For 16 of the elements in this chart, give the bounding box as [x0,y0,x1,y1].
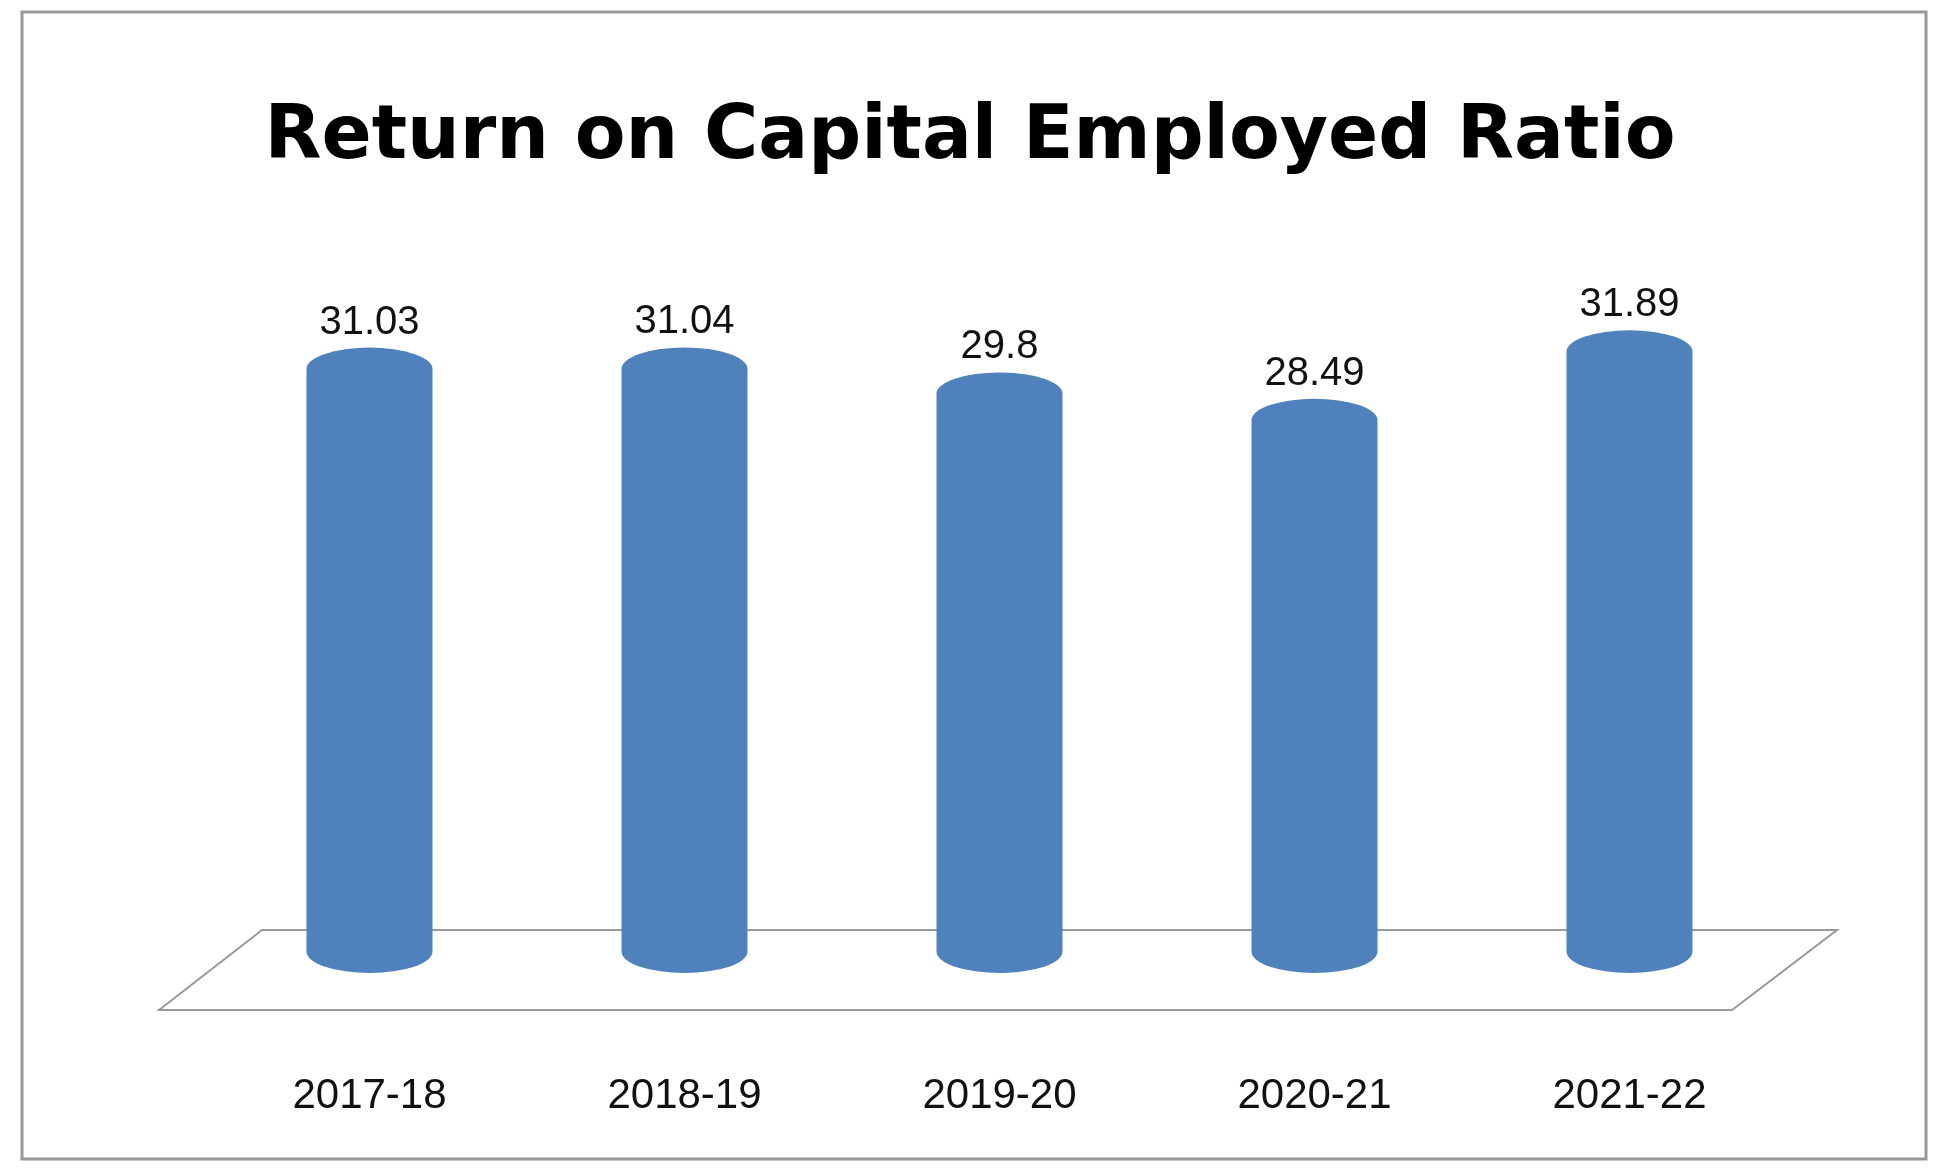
bar [306,347,433,973]
x-tick-label: 2019-20 [922,1070,1077,1117]
data-label: 29.8 [960,322,1039,367]
chart-title: Return on Capital Employed Ratio [264,89,1676,175]
data-label: 28.49 [1264,348,1365,393]
x-tick-label: 2020-21 [1237,1070,1392,1117]
x-tick-label: 2021-22 [1552,1070,1707,1117]
data-label: 31.89 [1579,280,1680,325]
x-tick-label: 2018-19 [607,1070,762,1117]
bar [621,347,748,973]
bar [1251,398,1378,973]
x-tick-label: 2017-18 [292,1070,447,1117]
bar [1566,330,1693,973]
data-label: 31.03 [319,297,420,342]
data-label: 31.04 [634,297,735,342]
bar [936,372,1063,973]
